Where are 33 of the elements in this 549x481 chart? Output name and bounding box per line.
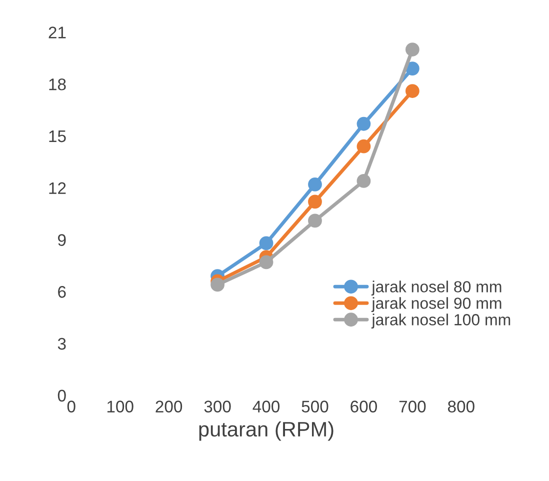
point	[356, 139, 371, 154]
y-tick-label: 3	[58, 338, 66, 350]
point	[356, 174, 371, 188]
x-tick-label: 800	[448, 400, 474, 412]
y-tick-label: 15	[49, 130, 66, 142]
point	[405, 62, 420, 76]
legend-label: jarak nosel 90 mm	[371, 297, 502, 312]
x-tick-label: 700	[399, 400, 426, 412]
point	[308, 177, 322, 192]
x-tick-label: 100	[107, 400, 134, 412]
point	[405, 84, 420, 98]
point	[210, 278, 224, 292]
x-tick-label: 400	[252, 400, 280, 412]
point	[308, 214, 322, 228]
point	[308, 194, 322, 209]
x-tick-label: 300	[204, 400, 231, 412]
legend-label: jarak nosel 80 mm	[371, 280, 502, 296]
y-tick-label: 21	[48, 26, 66, 38]
x-tick-label: 500	[302, 400, 328, 412]
y-tick-label: 6	[58, 286, 66, 298]
x-tick-label: 200	[156, 400, 182, 412]
x-tick-label: 0	[67, 400, 76, 412]
point	[405, 42, 420, 56]
point	[356, 116, 371, 131]
point	[259, 236, 274, 250]
y-tick-label: 9	[58, 234, 66, 246]
y-tick-label: 18	[49, 78, 66, 90]
y-tick-label: 0	[58, 390, 66, 402]
x-tick-label: 600	[350, 400, 377, 412]
point	[259, 255, 274, 270]
y-tick-label: 12	[49, 182, 66, 194]
x-axis-title: putaran (RPM)	[199, 421, 334, 441]
legend-label: jarak nosel 100 mm	[371, 314, 510, 329]
